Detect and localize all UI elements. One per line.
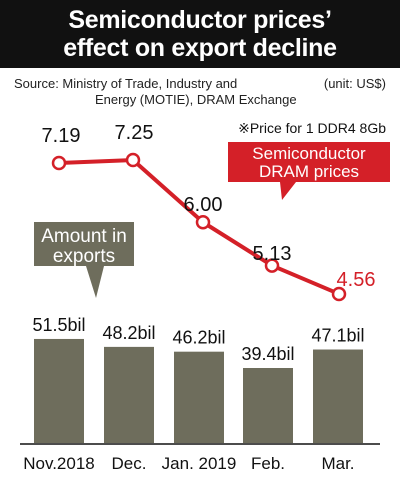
exports-callout-box xyxy=(34,222,134,298)
category-label: Mar. xyxy=(321,454,354,473)
price-point xyxy=(195,215,211,230)
bar-value-label: 48.2bil xyxy=(102,323,155,343)
export-bar xyxy=(104,346,154,443)
category-label: Jan. 2019 xyxy=(162,454,237,473)
export-bar xyxy=(34,338,84,443)
title-line-2: effect on export decline xyxy=(63,34,337,62)
bar-value-label: 47.1bil xyxy=(311,326,364,346)
price-point xyxy=(264,258,280,273)
export-bar xyxy=(243,368,293,443)
price-value-label: 7.25 xyxy=(115,122,154,144)
dram-callout-line-2: DRAM prices xyxy=(259,162,359,181)
export-bar xyxy=(174,351,224,443)
price-value-label: 4.56 xyxy=(337,269,376,291)
category-label: Dec. xyxy=(112,454,147,473)
price-point xyxy=(125,152,141,168)
exports-callout-line-2: exports xyxy=(53,246,115,267)
price-value-label: 5.13 xyxy=(253,243,292,265)
export-bar xyxy=(313,349,363,443)
title-line-1: Semiconductor prices’ xyxy=(68,6,332,34)
source-line-1: Source: Ministry of Trade, Industry and xyxy=(14,76,238,91)
exports-callout-line-1: Amount in xyxy=(41,226,127,247)
dram-callout-box xyxy=(228,142,390,200)
bar-value-label: 39.4bil xyxy=(241,344,294,364)
price-value-label: 6.00 xyxy=(184,194,223,216)
unit-label: (unit: US$) xyxy=(323,76,386,91)
price-point xyxy=(331,286,347,302)
price-point xyxy=(51,155,67,171)
source-line-2: Energy (MOTIE), DRAM Exchange xyxy=(95,92,297,107)
bar-value-label: 46.2bil xyxy=(172,328,225,348)
price-note: ※Price for 1 DDR4 8Gb xyxy=(238,120,386,136)
category-label: Nov.2018 xyxy=(23,454,95,473)
price-value-label: 7.19 xyxy=(42,125,81,147)
bar-value-label: 51.5bil xyxy=(32,315,85,335)
title-banner: Semiconductor prices’ effect on export d… xyxy=(0,0,400,68)
dram-callout-line-1: Semiconductor xyxy=(252,144,366,163)
category-label: Feb. xyxy=(251,454,285,473)
